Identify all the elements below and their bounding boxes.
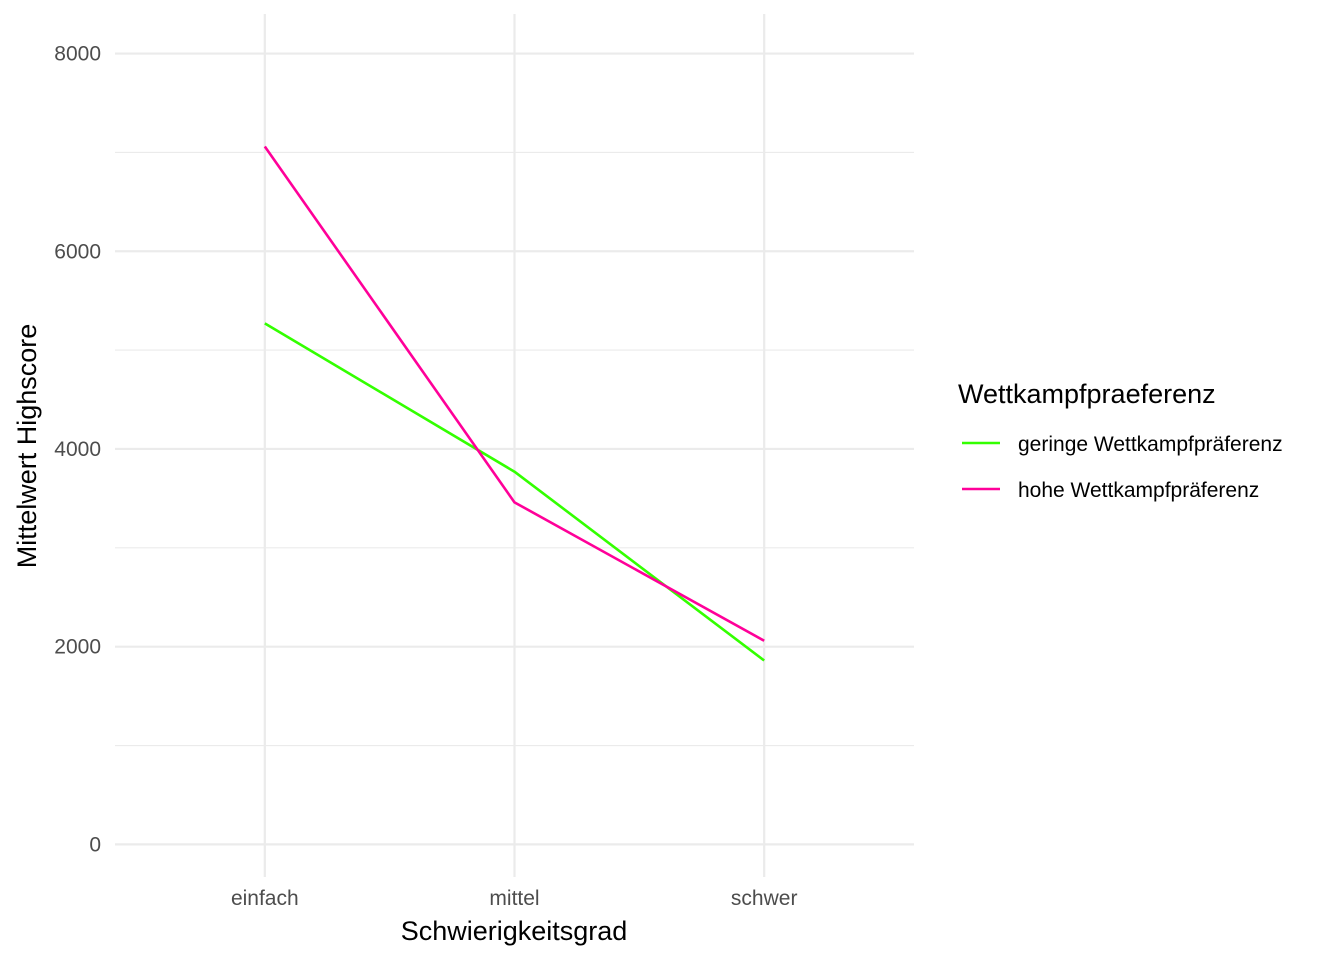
legend-title: Wettkampfpraeferenz bbox=[958, 379, 1216, 409]
legend: Wettkampfpraeferenz geringe Wettkampfprä… bbox=[958, 379, 1283, 502]
x-tick-label: schwer bbox=[731, 887, 798, 910]
grid bbox=[115, 14, 914, 877]
y-tick-label: 4000 bbox=[54, 438, 101, 461]
x-axis-title: Schwierigkeitsgrad bbox=[401, 916, 628, 946]
y-axis-ticks: 0 2000 4000 6000 8000 bbox=[54, 43, 101, 857]
x-axis-ticks: einfach mittel schwer bbox=[231, 887, 798, 910]
legend-label: hohe Wettkampfpräferenz bbox=[1018, 479, 1259, 502]
x-tick-label: mittel bbox=[489, 887, 539, 910]
x-tick-label: einfach bbox=[231, 887, 299, 910]
y-tick-label: 6000 bbox=[54, 240, 101, 263]
y-tick-label: 8000 bbox=[54, 43, 101, 66]
series-line-1 bbox=[264, 322, 765, 662]
y-axis-title: Mittelwert Highscore bbox=[12, 324, 42, 569]
series-line-2 bbox=[263, 145, 765, 642]
y-tick-label: 2000 bbox=[54, 636, 101, 659]
legend-label: geringe Wettkampfpräferenz bbox=[1018, 433, 1283, 456]
legend-item: geringe Wettkampfpräferenz bbox=[962, 433, 1283, 456]
y-tick-label: 0 bbox=[89, 833, 101, 856]
series-lines bbox=[263, 145, 765, 662]
legend-item: hohe Wettkampfpräferenz bbox=[962, 479, 1259, 502]
